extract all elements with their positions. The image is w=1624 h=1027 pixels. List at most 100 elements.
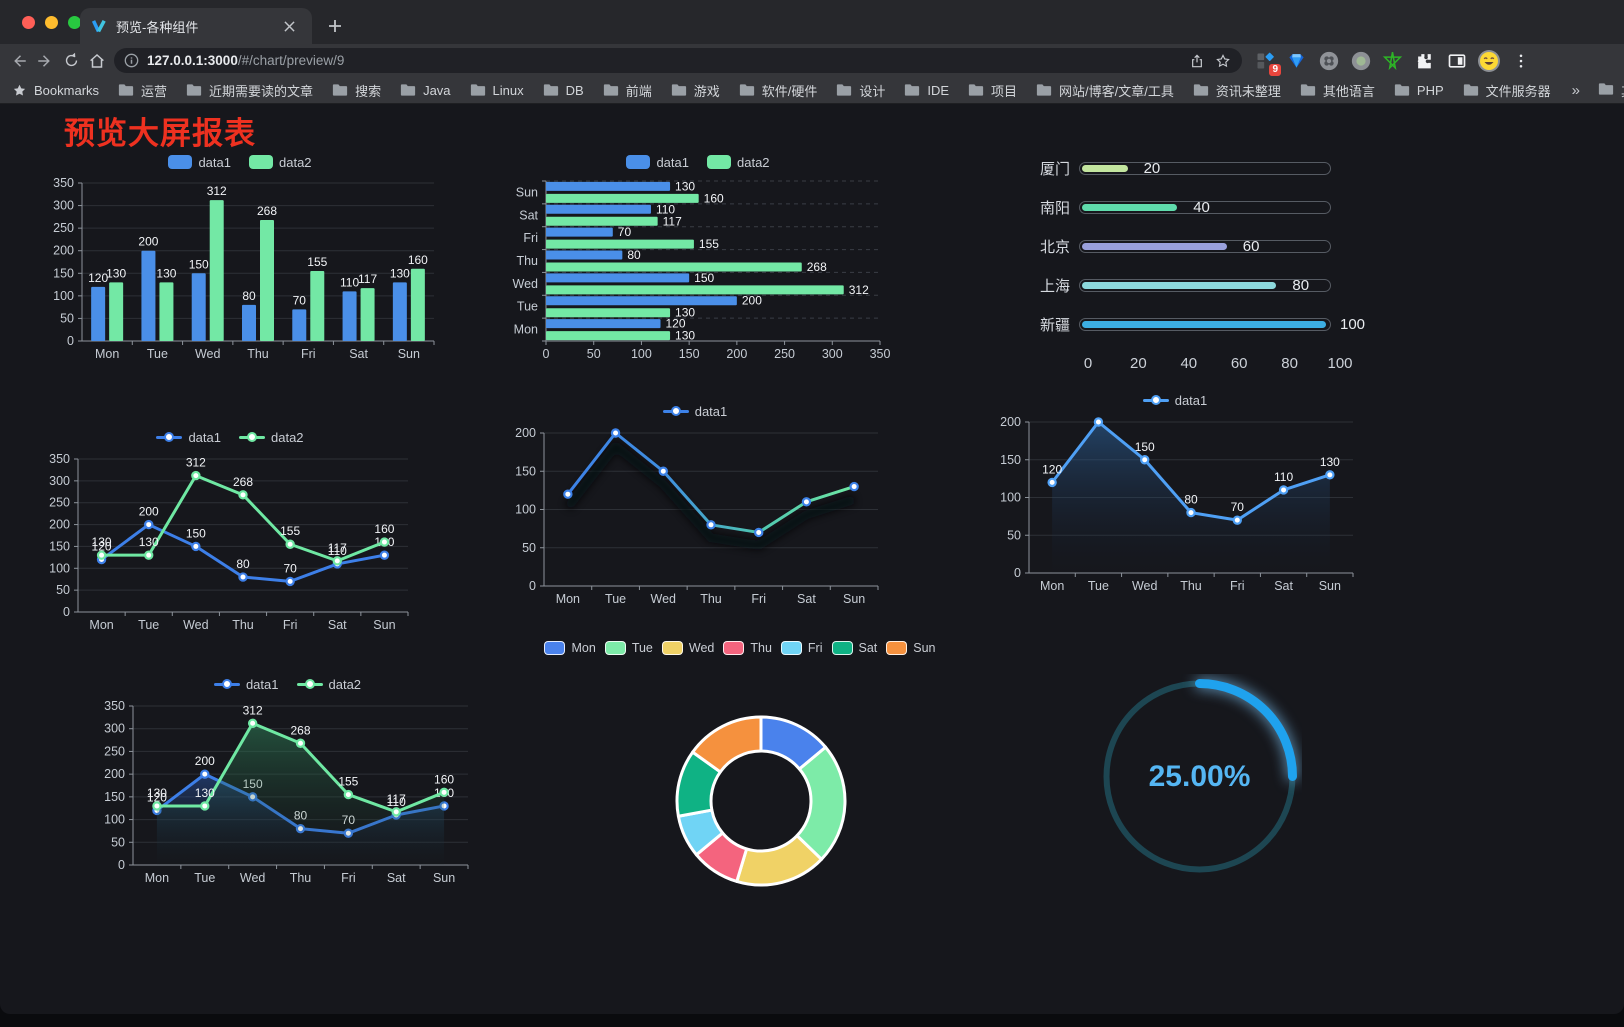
legend-item[interactable]: data1: [662, 404, 727, 419]
legend-item[interactable]: Tue: [604, 641, 653, 655]
legend-label: Mon: [571, 641, 596, 655]
legend-item[interactable]: Sat: [831, 641, 877, 655]
chart-canvas[interactable]: 0 50 100 150 200 Mon Tue Wed Thu Fri Sat Sun: [500, 424, 890, 610]
bookmark-folder[interactable]: 近期需要读的文章: [186, 81, 313, 100]
tab-close-icon[interactable]: [276, 13, 302, 39]
progress-bar-chart[interactable]: 厦门 20 南阳 40 北京 60 上海 80 新疆 100 0 20 40 60 80 100: [995, 160, 1375, 388]
bookmarks-overflow-chevron[interactable]: »: [1571, 81, 1581, 99]
bookmark-folder[interactable]: Java: [400, 83, 451, 98]
green-star-extension-icon[interactable]: [1380, 48, 1405, 73]
bookmark-folder[interactable]: 搜索: [332, 81, 381, 100]
reload-icon[interactable]: [58, 48, 84, 74]
url-text[interactable]: 127.0.0.1:3000/#/chart/preview/9: [147, 53, 1184, 68]
legend-swatch: [886, 641, 908, 655]
bookmark-folder[interactable]: 资讯未整理: [1193, 81, 1281, 100]
other-bookmarks-folder[interactable]: 其他书签: [1598, 81, 1624, 100]
legend-label: data2: [737, 154, 770, 170]
bookmark-folder[interactable]: 项目: [968, 81, 1017, 100]
address-bar[interactable]: 127.0.0.1:3000/#/chart/preview/9: [114, 48, 1242, 73]
emoji-avatar-icon[interactable]: [1476, 48, 1501, 73]
svg-text:200: 200: [53, 244, 74, 258]
legend-item[interactable]: data1: [168, 155, 231, 170]
share-icon[interactable]: [1184, 48, 1210, 74]
svg-text:130: 130: [1320, 455, 1340, 469]
legend-item[interactable]: Fri: [780, 641, 823, 655]
bookmark-folder[interactable]: 软件/硬件: [739, 81, 817, 100]
legend-label: Thu: [750, 641, 772, 655]
close-window-button[interactable]: [22, 16, 35, 29]
chart-canvas[interactable]: 0 50 100 150 200 Mon Tue Wed Thu Fri Sat Sun 120 200 1…: [985, 413, 1365, 597]
minimize-window-button[interactable]: [45, 16, 58, 29]
svg-text:300: 300: [53, 199, 74, 213]
progress-track[interactable]: 100: [1079, 316, 1365, 333]
legend-item[interactable]: Sun: [886, 641, 936, 655]
progress-track[interactable]: 60: [1079, 238, 1331, 255]
grid-diamond-extension-icon[interactable]: 9: [1252, 48, 1281, 76]
legend-item[interactable]: data2: [707, 155, 770, 170]
grouped-bar-chart[interactable]: data1 data2 0 50 100 150 200 250 300 350 Mon 120 130…: [40, 149, 440, 365]
chart-canvas[interactable]: [1097, 674, 1302, 879]
info-icon[interactable]: [124, 53, 139, 68]
progress-track[interactable]: 20: [1079, 159, 1331, 177]
progress-value: 20: [1143, 159, 1161, 177]
legend-item[interactable]: data1: [213, 677, 279, 692]
window-controls[interactable]: [22, 16, 81, 29]
legend-item[interactable]: data1: [156, 430, 221, 445]
gradient-line-chart[interactable]: data1 0 50 100 150 200 Mon Tue Wed Thu Fri Sat Sun: [500, 398, 890, 610]
bookmark-folder[interactable]: 其他语言: [1300, 81, 1375, 100]
legend-item[interactable]: data1: [1142, 393, 1207, 408]
zoom-window-button[interactable]: [68, 16, 81, 29]
side-panel-icon[interactable]: [1444, 48, 1469, 73]
bookmark-folder[interactable]: DB: [543, 83, 584, 98]
bookmark-folder[interactable]: Linux: [470, 83, 524, 98]
legend-item[interactable]: Wed: [661, 641, 714, 655]
bookmark-folder[interactable]: 游戏: [671, 81, 720, 100]
bookmarks-root[interactable]: Bookmarks: [12, 83, 99, 98]
chart-canvas[interactable]: 0 50 100 150 200 250 300 350 Mon Tue Wed Thu Fri Sat S…: [40, 450, 420, 636]
bookmark-folder[interactable]: 设计: [836, 81, 885, 100]
menu-dots-icon[interactable]: [1508, 48, 1533, 73]
chart-canvas[interactable]: 0 50 100 150 200 250 300 350 Mon Tue Wed Thu Fri Sat S…: [95, 697, 480, 889]
home-icon[interactable]: [84, 48, 110, 74]
progress-track[interactable]: 80: [1079, 277, 1331, 294]
gray-clover-extension-icon[interactable]: [1316, 48, 1341, 73]
multi-area-chart[interactable]: data1 data2 0 50 100 150 200 250 300 350 Mon Tue Wed…: [95, 671, 480, 889]
browser-tab[interactable]: 预览-各种组件: [80, 8, 312, 44]
bookmark-folder[interactable]: 文件服务器: [1463, 81, 1551, 100]
progress-fill: [1082, 164, 1128, 172]
svg-text:130: 130: [147, 786, 167, 800]
new-tab-button[interactable]: [322, 13, 348, 39]
back-icon[interactable]: [6, 48, 32, 74]
bookmark-folder[interactable]: PHP: [1394, 83, 1444, 98]
legend-item[interactable]: data2: [296, 677, 361, 692]
legend-item[interactable]: Thu: [723, 641, 772, 655]
forward-icon[interactable]: [32, 48, 58, 74]
bookmark-folder[interactable]: 网站/博客/文章/工具: [1036, 81, 1174, 100]
multi-line-chart[interactable]: data1 data2 0 50 100 150 200 250 300 350 Mon Tue Wed…: [40, 424, 420, 636]
bookmark-folder[interactable]: 运营: [118, 81, 167, 100]
blue-gem-extension-icon[interactable]: [1284, 48, 1309, 73]
svg-text:312: 312: [186, 456, 206, 470]
donut-chart[interactable]: Mon Tue Wed Thu Fri Sat Sun: [544, 634, 936, 924]
svg-text:Sat: Sat: [387, 871, 406, 885]
horizontal-bar-chart[interactable]: data1 data2 0 50 100 150 200 250 300 350 Sun 130 160…: [498, 149, 898, 365]
legend-item[interactable]: data1: [626, 155, 689, 170]
bookmark-folder[interactable]: 前端: [603, 81, 652, 100]
legend-swatch: [239, 432, 265, 442]
bookmark-folder-label: IDE: [927, 82, 950, 98]
legend-item[interactable]: data2: [239, 430, 304, 445]
bookmark-star-icon[interactable]: [1210, 48, 1236, 74]
area-line-chart[interactable]: data1 0 50 100 150 200 Mon Tue Wed Thu Fri Sat Sun 12…: [985, 387, 1365, 597]
legend-label: Sun: [913, 641, 936, 655]
progress-track[interactable]: 40: [1079, 199, 1331, 216]
chart-canvas[interactable]: 050100150200250300350Mon120130Tue200130W…: [40, 175, 440, 365]
legend-item[interactable]: data2: [249, 155, 312, 170]
browser-toolbar: 127.0.0.1:3000/#/chart/preview/9 9: [0, 44, 1624, 77]
legend-item[interactable]: Mon: [544, 641, 596, 655]
puzzle-extension-icon[interactable]: [1412, 48, 1437, 73]
gauge-chart[interactable]: 25.00%: [1097, 674, 1302, 879]
chart-canvas[interactable]: [555, 662, 925, 924]
gray-dot-extension-icon[interactable]: [1348, 48, 1373, 73]
bookmark-folder[interactable]: IDE: [904, 83, 949, 98]
